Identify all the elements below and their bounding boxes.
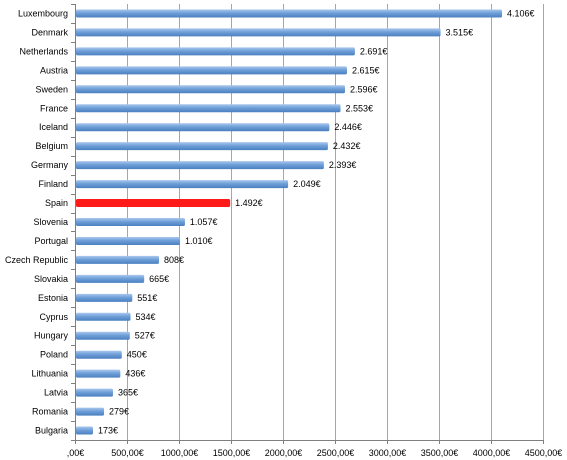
bar-germany [76, 161, 324, 170]
bar-sweden [76, 85, 345, 94]
category-label-hungary: Hungary [34, 331, 69, 341]
category-label-austria: Austria [40, 65, 68, 75]
bar-lithuania [76, 369, 121, 378]
bar-poland [76, 350, 122, 359]
x-tick-label-4000: 4000,00€ [473, 448, 511, 458]
category-label-romania: Romania [32, 407, 68, 417]
category-label-poland: Poland [40, 350, 68, 360]
x-tick-label-1000: 1000,00€ [161, 448, 199, 458]
bar-czech-republic [76, 255, 160, 264]
category-label-belgium: Belgium [35, 141, 68, 151]
x-tick-label-3500: 3500,00€ [421, 448, 459, 458]
bar-france [76, 104, 341, 113]
value-label-belgium: 2.432€ [333, 141, 361, 151]
category-label-portugal: Portugal [34, 236, 68, 246]
category-label-spain: Spain [45, 198, 68, 208]
category-label-czech-republic: Czech Republic [5, 255, 69, 265]
bar-spain [76, 199, 231, 208]
value-label-estonia: 551€ [137, 293, 157, 303]
bar-estonia [76, 293, 133, 302]
value-label-denmark: 3.515€ [446, 27, 474, 37]
bar-denmark [76, 28, 441, 37]
category-label-latvia: Latvia [44, 388, 68, 398]
labels: ,00€ 500,00€ 1000,00€ 1500,00€ 2000,00€ 2500,… [5, 8, 562, 458]
value-label-luxembourg: 4.106€ [507, 8, 535, 18]
value-label-sweden: 2.596€ [350, 84, 378, 94]
bars [76, 9, 503, 435]
value-label-netherlands: 2.691€ [360, 46, 388, 56]
category-label-sweden: Sweden [35, 84, 68, 94]
x-tick-label-3000: 3000,00€ [369, 448, 407, 458]
category-label-finland: Finland [38, 179, 68, 189]
value-label-slovakia: 665€ [149, 274, 169, 284]
x-tick-label-500: 500,00€ [111, 448, 144, 458]
value-label-iceland: 2.446€ [334, 122, 362, 132]
bar-slovakia [76, 274, 145, 283]
bar-romania [76, 407, 105, 416]
value-label-austria: 2.615€ [352, 65, 380, 75]
category-label-france: France [40, 103, 68, 113]
value-label-bulgaria: 173€ [98, 426, 118, 436]
x-tick-label-4500: 4500,00€ [525, 448, 563, 458]
category-label-iceland: Iceland [39, 122, 68, 132]
value-label-portugal: 1.010€ [185, 236, 213, 246]
value-label-spain: 1.492€ [235, 198, 263, 208]
x-tick-label-2000: 2000,00€ [265, 448, 303, 458]
value-label-lithuania: 436€ [125, 369, 145, 379]
bar-austria [76, 66, 347, 75]
category-label-bulgaria: Bulgaria [35, 426, 68, 436]
bar-iceland [76, 123, 330, 132]
bar-finland [76, 180, 289, 189]
value-label-hungary: 527€ [135, 331, 155, 341]
bar-bulgaria [76, 426, 93, 435]
value-label-czech-republic: 808€ [164, 255, 184, 265]
axes [71, 4, 544, 444]
category-label-denmark: Denmark [31, 27, 68, 37]
value-label-romania: 279€ [109, 407, 129, 417]
category-label-lithuania: Lithuania [31, 369, 68, 379]
bar-slovenia [76, 218, 185, 226]
value-label-germany: 2.393€ [329, 160, 357, 170]
category-label-cyprus: Cyprus [39, 312, 68, 322]
value-label-slovenia: 1.057€ [190, 217, 218, 227]
category-label-estonia: Estonia [38, 293, 68, 303]
grid-lines [127, 4, 544, 440]
x-tick-label-2500: 2500,00€ [317, 448, 355, 458]
value-label-latvia: 365€ [118, 388, 138, 398]
value-label-france: 2.553€ [346, 103, 374, 113]
bar-netherlands [76, 47, 355, 56]
bar-luxembourg [76, 9, 503, 18]
value-label-finland: 2.049€ [293, 179, 321, 189]
x-tick-label-0: ,00€ [67, 448, 85, 458]
x-tick-label-1500: 1500,00€ [213, 448, 251, 458]
bar-latvia [76, 388, 113, 397]
bar-portugal [76, 236, 181, 245]
category-label-slovakia: Slovakia [34, 274, 68, 284]
category-label-germany: Germany [31, 160, 69, 170]
category-label-slovenia: Slovenia [33, 217, 68, 227]
category-label-luxembourg: Luxembourg [18, 8, 68, 18]
bar-belgium [76, 142, 328, 151]
value-label-poland: 450€ [127, 350, 147, 360]
bar-cyprus [76, 312, 131, 321]
bar-hungary [76, 331, 130, 340]
category-label-netherlands: Netherlands [19, 46, 68, 56]
value-label-cyprus: 534€ [136, 312, 156, 322]
